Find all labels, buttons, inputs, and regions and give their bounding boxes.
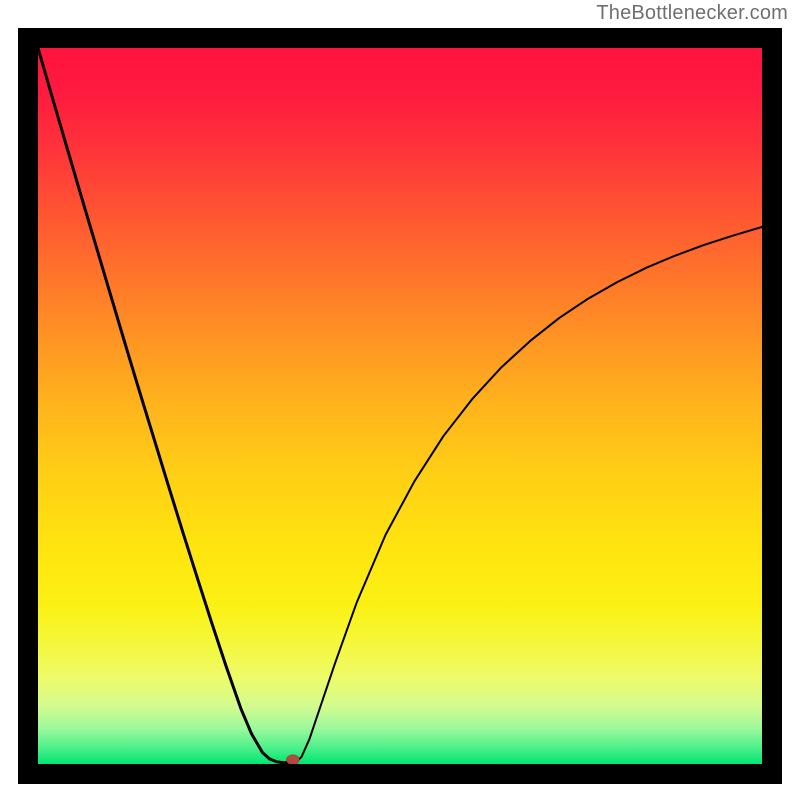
chart-frame: TheBottlenecker.com [0, 0, 800, 800]
bottleneck-marker [286, 755, 299, 765]
bottleneck-curve-plot [18, 28, 782, 784]
watermark-text: TheBottlenecker.com [596, 2, 788, 25]
plot-background-gradient [38, 48, 762, 764]
